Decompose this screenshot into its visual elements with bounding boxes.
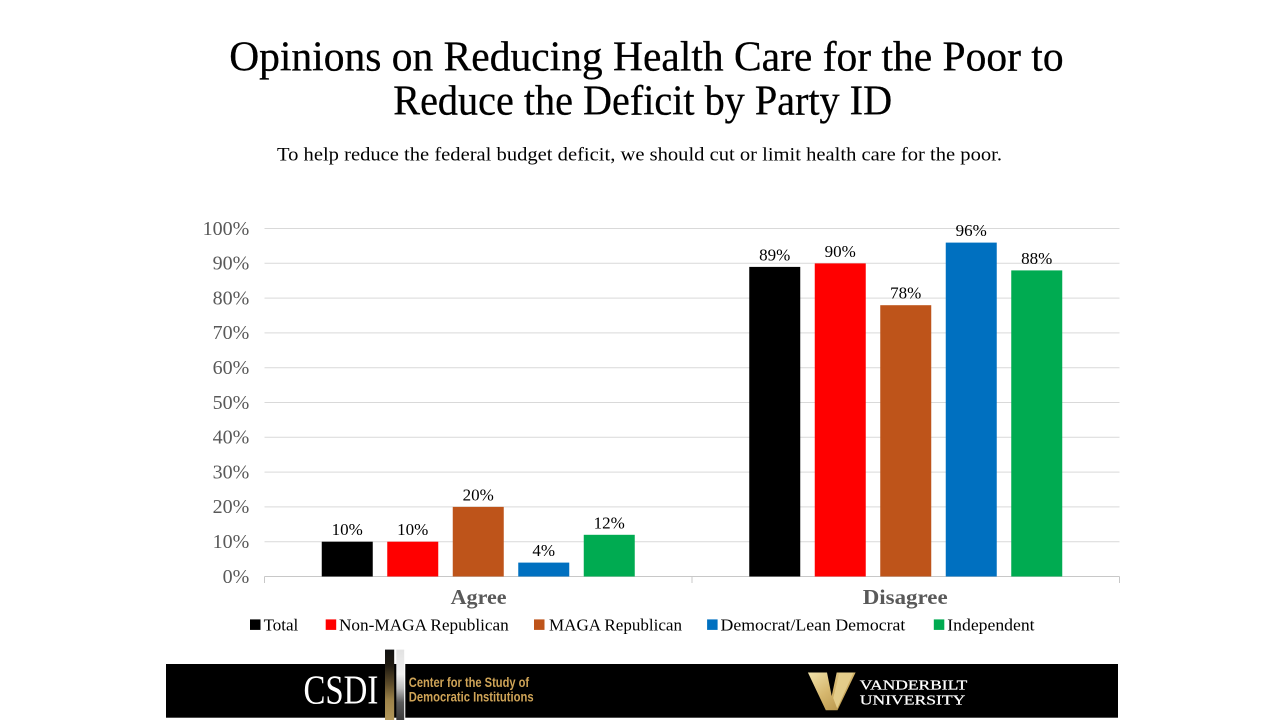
svg-text:90%: 90% bbox=[825, 242, 856, 261]
svg-text:Independent: Independent bbox=[947, 615, 1035, 634]
svg-text:UNIVERSITY: UNIVERSITY bbox=[860, 693, 966, 708]
svg-text:Total: Total bbox=[264, 615, 299, 634]
svg-text:96%: 96% bbox=[956, 221, 987, 240]
svg-text:30%: 30% bbox=[213, 461, 250, 483]
svg-text:20%: 20% bbox=[213, 496, 250, 518]
svg-text:Agree: Agree bbox=[451, 585, 507, 609]
svg-text:20%: 20% bbox=[463, 485, 494, 504]
svg-text:50%: 50% bbox=[213, 392, 250, 414]
svg-text:60%: 60% bbox=[213, 357, 250, 379]
svg-text:4%: 4% bbox=[532, 541, 555, 560]
svg-text:MAGA Republican: MAGA Republican bbox=[549, 615, 682, 634]
svg-text:Opinions on Reducing Health Ca: Opinions on Reducing Health Care for the… bbox=[229, 34, 1063, 80]
svg-text:Non-MAGA Republican: Non-MAGA Republican bbox=[339, 615, 509, 634]
svg-text:10%: 10% bbox=[397, 520, 428, 539]
svg-text:Reduce the Deficit by Party ID: Reduce the Deficit by Party ID bbox=[393, 78, 892, 124]
svg-text:88%: 88% bbox=[1021, 249, 1052, 268]
svg-text:40%: 40% bbox=[213, 427, 250, 449]
svg-text:90%: 90% bbox=[213, 253, 250, 275]
svg-text:Democratic Institutions: Democratic Institutions bbox=[409, 689, 534, 705]
svg-text:Disagree: Disagree bbox=[863, 585, 948, 609]
svg-text:89%: 89% bbox=[759, 245, 790, 264]
svg-text:CSDI: CSDI bbox=[304, 667, 379, 713]
svg-text:0%: 0% bbox=[223, 566, 250, 588]
svg-text:To help reduce the federal bud: To help reduce the federal budget defici… bbox=[277, 145, 1002, 166]
svg-text:100%: 100% bbox=[203, 218, 250, 240]
svg-text:10%: 10% bbox=[332, 520, 363, 539]
svg-text:78%: 78% bbox=[890, 284, 921, 303]
svg-text:70%: 70% bbox=[213, 322, 250, 344]
svg-text:Center for the Study of: Center for the Study of bbox=[409, 674, 530, 690]
svg-text:Democrat/Lean Democrat: Democrat/Lean Democrat bbox=[721, 615, 906, 634]
svg-text:80%: 80% bbox=[213, 287, 250, 309]
svg-text:10%: 10% bbox=[213, 531, 250, 553]
svg-text:VANDERBILT: VANDERBILT bbox=[860, 678, 968, 693]
svg-text:12%: 12% bbox=[594, 513, 625, 532]
